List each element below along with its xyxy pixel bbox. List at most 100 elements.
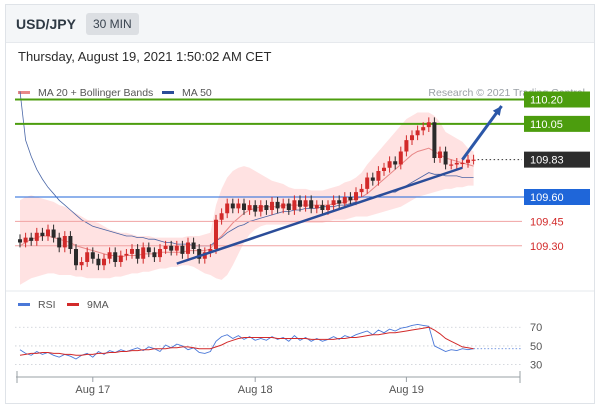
candle-body [460,162,465,165]
candle-body [208,249,213,253]
candle-body [74,249,78,266]
candle-body [298,200,302,207]
candle-body [46,229,50,236]
candle-body [337,200,342,204]
candle-body [197,249,202,259]
level-label-110.20: 110.20 [530,95,563,107]
rsi-tick-70: 70 [530,322,542,334]
candle-body [219,213,224,220]
chart-header: USD/JPY 30 MIN [6,5,594,43]
candle-body [449,164,454,166]
candle-body [79,262,84,266]
candle-body [286,203,291,210]
candle-body [174,245,179,251]
x-tick-label-aug-19: Aug 19 [389,384,424,396]
candle-body [421,127,426,131]
rsi-tick-50: 50 [530,341,542,353]
candle-body [415,130,420,136]
candle-body [398,151,403,165]
candle-body [326,205,330,210]
currency-pair-title: USD/JPY [16,16,76,32]
candle-body [169,245,174,251]
candle-body [292,200,297,210]
candle-body [230,203,235,209]
candle-body [387,161,392,168]
candle-body [275,201,280,209]
level-tag-110.05 [524,115,590,132]
candle-body [34,232,39,241]
level-label-109.30: 109.30 [530,241,564,253]
candle-body [163,245,168,249]
candle-body [96,258,101,266]
candle-body [376,171,381,181]
level-tag-110.20 [524,91,590,108]
timestamp: Thursday, August 19, 2021 1:50:02 AM CET [18,49,272,64]
candle-body [359,188,364,193]
candle-body [320,205,325,210]
candle-body [23,237,28,243]
candle-body [152,252,157,258]
candle-body [382,167,386,171]
candle-body [454,162,459,165]
candle-body [141,247,146,259]
candle-body [270,201,274,210]
legend-label-rsi: RSI [38,299,56,311]
candle-body [471,159,476,161]
candle-body [68,236,73,249]
candle-body [466,159,470,163]
candle-body [342,197,347,204]
candle-body [158,249,162,258]
candle-body [303,200,308,207]
chart-card: USD/JPY 30 MIN Thursday, August 19, 2021… [5,4,595,404]
timeframe-badge[interactable]: 30 MIN [86,13,139,35]
candle-body [426,122,431,128]
candle-body [107,252,112,259]
x-tick-label-aug-17: Aug 17 [75,384,110,396]
ma20-line [19,147,474,258]
candle-body [393,161,398,165]
candle-body [370,177,375,181]
candle-body [264,205,269,210]
candle-body [18,239,22,243]
candle-body [331,200,336,206]
level-tag-109.60 [524,189,590,205]
candle-body [365,177,370,189]
candle-body [102,258,106,266]
level-label-109.45: 109.45 [530,216,564,228]
candle-body [214,219,218,249]
forecast-arrowhead [492,106,502,116]
bollinger-band-area [20,112,474,285]
candle-body [314,205,319,209]
candle-body [410,135,414,141]
level-label-110.05: 110.05 [530,119,563,131]
legend-swatch-ma20 [18,91,30,94]
candle-body [432,122,437,158]
x-tick-label-aug-18: Aug 18 [238,384,273,396]
legend-label-ma50: MA 50 [182,87,212,99]
candle-body [281,203,286,209]
candle-body [135,249,140,259]
candle-body [113,252,118,262]
forecast-arrow-shaft [461,105,503,161]
candle-body [247,205,252,210]
legend-label-9ma: 9MA [87,299,109,311]
legend-label-ma20: MA 20 + Bollinger Bands [38,87,153,99]
candle-body [118,255,123,262]
candle-body [51,229,56,238]
candle-body [191,242,196,249]
legend-swatch-rsi [18,303,30,306]
candle-body [354,192,358,201]
candle-body [348,197,353,201]
legend-swatch-9ma [67,303,79,306]
rsi-tick-30: 30 [530,360,542,372]
candle-body [85,252,90,262]
candle-body [253,205,258,212]
candle-body [404,140,409,152]
candle-body [225,203,230,214]
level-label-109.60: 109.60 [530,192,564,204]
candle-body [146,247,151,253]
candle-body [62,236,67,248]
candle-body [443,151,448,165]
candle-body [124,253,129,256]
